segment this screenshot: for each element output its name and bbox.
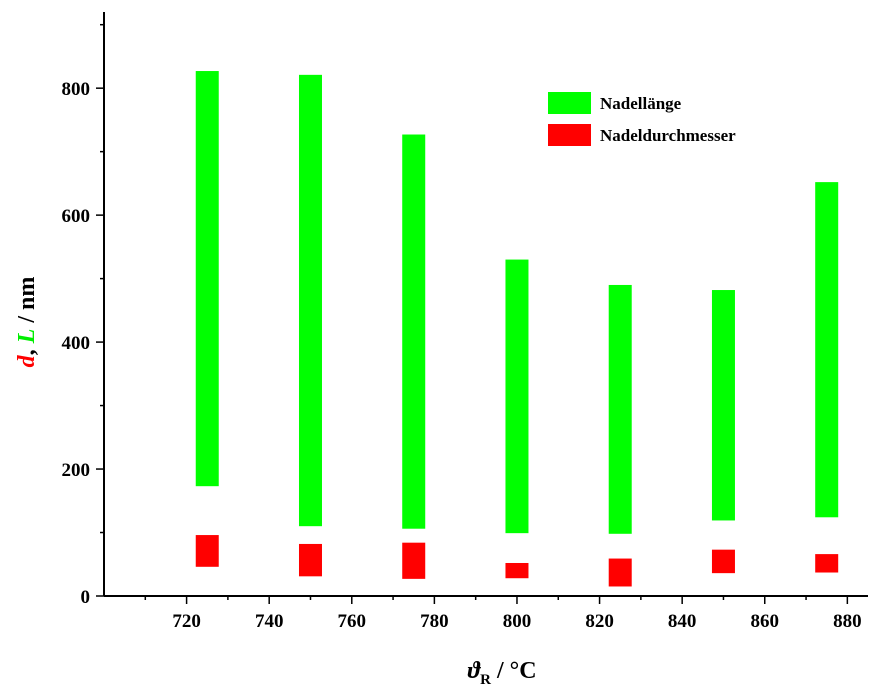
x-tick-label: 720 (172, 611, 201, 632)
y-tick-label: 0 (81, 587, 91, 608)
legend: Nadellänge Nadeldurchmesser (548, 92, 736, 146)
bar-length-725 (195, 71, 219, 487)
bar-length-800 (505, 259, 529, 534)
legend-label: Nadellänge (600, 94, 682, 113)
y-tick-label: 800 (62, 79, 91, 100)
bar-length-825 (608, 284, 632, 534)
x-tick-label: 820 (585, 611, 614, 632)
bar-diameter-725 (195, 535, 219, 567)
bar-diameter-750 (298, 543, 322, 577)
y-axis-label: d, L / nm (14, 277, 40, 368)
legend-label: Nadeldurchmesser (600, 126, 736, 145)
bar-diameter-875 (815, 554, 839, 573)
x-tick-label: 800 (503, 611, 532, 632)
bar-length-750 (298, 74, 322, 527)
bar-length-775 (402, 134, 426, 529)
x-tick-label: 780 (420, 611, 449, 632)
bar-diameter-825 (608, 558, 632, 587)
legend-swatch (548, 124, 591, 146)
x-tick-label: 740 (255, 611, 284, 632)
y-tick-label: 400 (62, 333, 91, 354)
bars (195, 71, 839, 587)
bar-diameter-850 (711, 549, 735, 574)
axis-labels: ϑR / °C d, L / nm (14, 277, 537, 688)
bar-length-875 (815, 182, 839, 518)
x-tick-label: 840 (668, 611, 697, 632)
legend-swatch (548, 92, 591, 114)
y-tick-label: 200 (62, 460, 91, 481)
bar-length-850 (711, 290, 735, 521)
x-axis-label: ϑR / °C (467, 658, 536, 688)
axes: 720 740 760 780 800 820 840 860 880 0 200 400 600 800 (62, 12, 868, 632)
x-tick-label: 860 (751, 611, 780, 632)
bar-diameter-800 (505, 562, 529, 579)
x-tick-label: 760 (338, 611, 367, 632)
y-tick-label: 600 (62, 206, 91, 227)
x-tick-label: 880 (833, 611, 862, 632)
bar-diameter-775 (402, 542, 426, 579)
